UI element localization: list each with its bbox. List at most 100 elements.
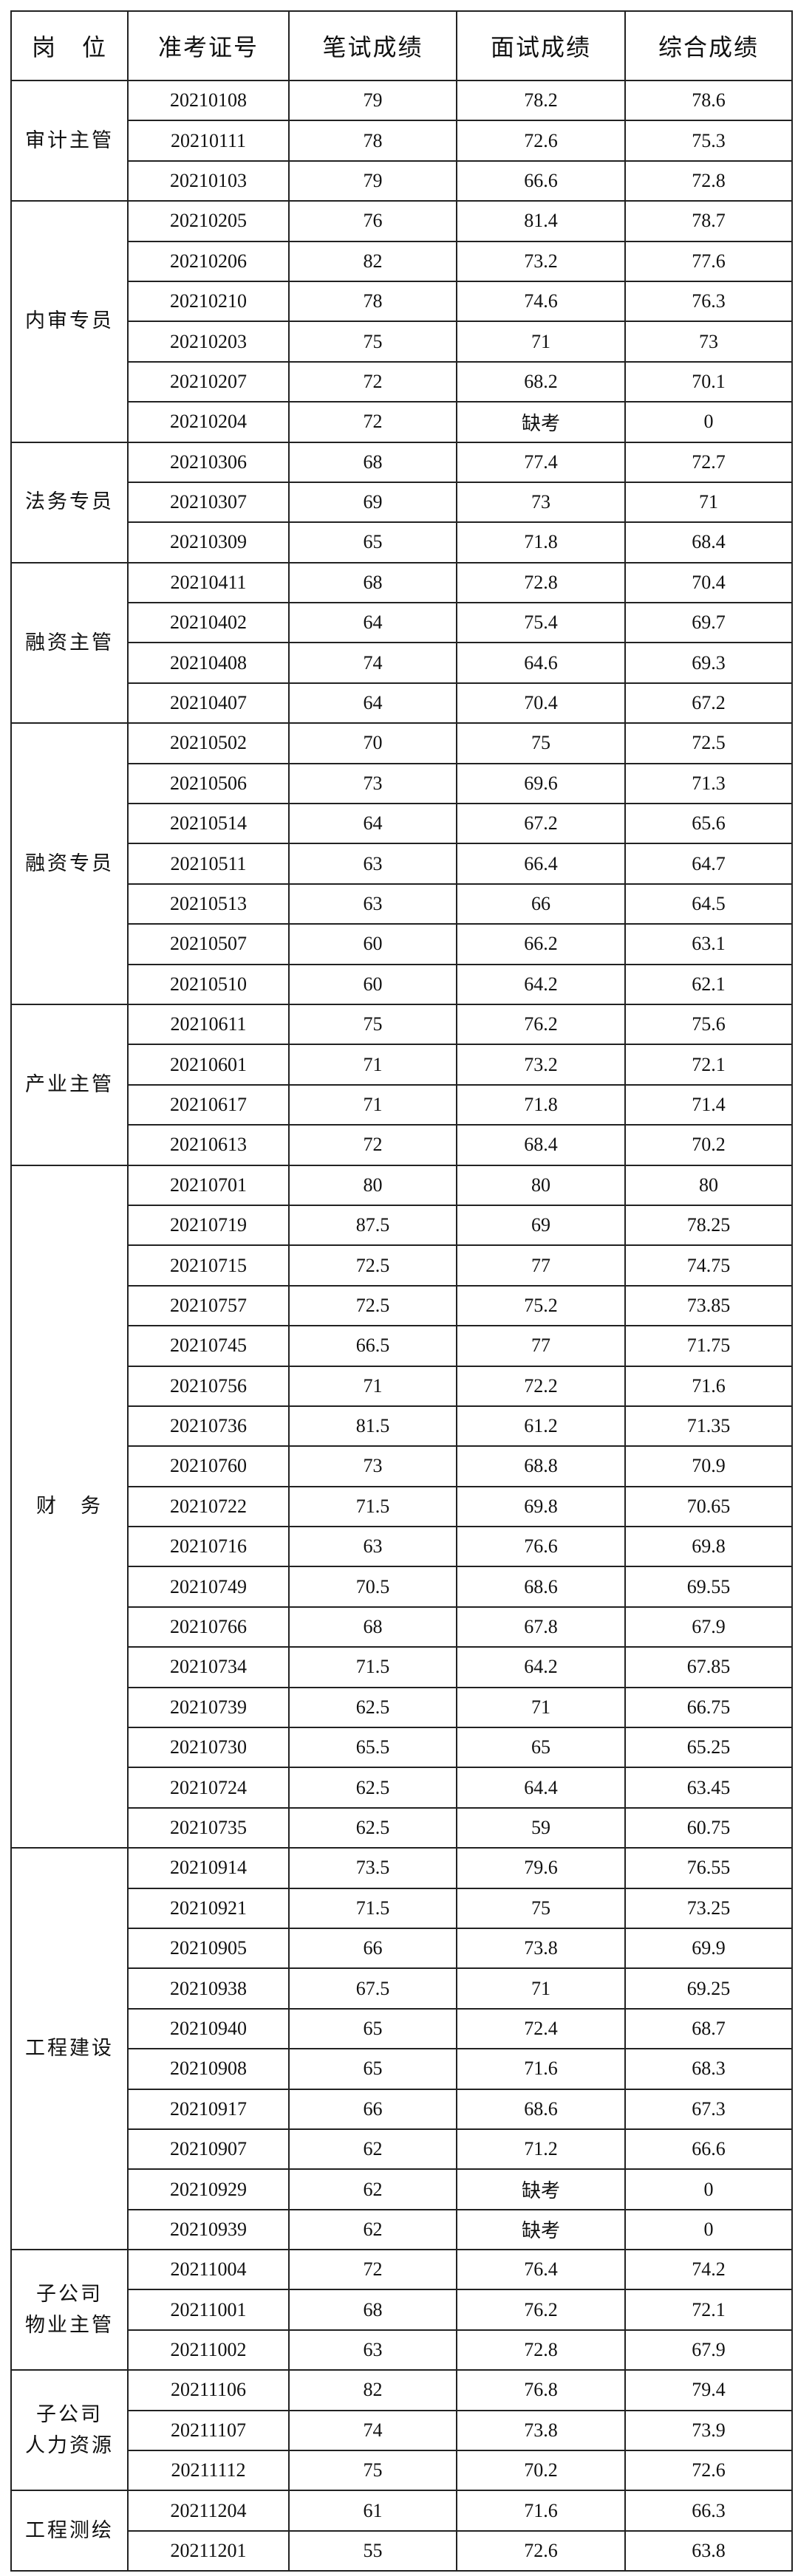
- position-cell: 子公司 人力资源: [10, 2369, 129, 2492]
- ticket-number-cell: 20211002: [127, 2329, 290, 2371]
- table-row: 20210735 62.5 59 60.75: [11, 1806, 793, 1849]
- table-row: 20210514 64 67.2 65.6: [11, 803, 793, 845]
- position-cell: 法务专员: [10, 441, 129, 564]
- total-score-cell: 63.8: [624, 2529, 793, 2572]
- interview-score-cell: 74.6: [456, 280, 626, 323]
- total-score-cell: 71.6: [624, 1365, 793, 1407]
- interview-score-cell: 76.8: [456, 2369, 626, 2411]
- total-score-cell: 70.9: [624, 1445, 793, 1487]
- written-score-cell: 75: [288, 321, 457, 363]
- written-score-cell: 70.5: [288, 1566, 457, 1608]
- ticket-number-cell: 20210760: [127, 1445, 290, 1487]
- total-score-cell: 78.7: [624, 200, 793, 242]
- total-score-cell: 77.6: [624, 240, 793, 282]
- total-score-cell: 70.2: [624, 1124, 793, 1166]
- table-row: 20210506 73 69.6 71.3: [11, 762, 793, 805]
- written-score-cell: 55: [288, 2529, 457, 2572]
- total-score-cell: 0: [624, 401, 793, 443]
- total-score-cell: 68.7: [624, 2007, 793, 2050]
- total-score-cell: 72.6: [624, 2450, 793, 2492]
- position-cell: 审计主管: [10, 79, 129, 202]
- written-score-cell: 71.5: [288, 1485, 457, 1528]
- total-score-cell: 68.3: [624, 2048, 793, 2090]
- table-row: 20210307 69 73 71: [11, 481, 793, 524]
- table-row: 20210766 68 67.8 67.9: [11, 1606, 793, 1648]
- ticket-number-cell: 20211107: [127, 2409, 290, 2452]
- written-score-cell: 72.5: [288, 1244, 457, 1287]
- table-row: 20210716 63 76.6 69.8: [11, 1526, 793, 1568]
- written-score-cell: 62.5: [288, 1806, 457, 1849]
- written-score-cell: 64: [288, 682, 457, 724]
- ticket-number-cell: 20210514: [127, 803, 290, 845]
- position-cell: 产业主管: [10, 1003, 129, 1166]
- interview-score-cell: 68.4: [456, 1124, 626, 1166]
- table-row: 20210938 67.5 71 69.25: [11, 1967, 793, 2010]
- ticket-number-cell: 20210929: [127, 2168, 290, 2210]
- table-row: 20210715 72.5 77 74.75: [11, 1244, 793, 1287]
- written-score-cell: 67.5: [288, 1967, 457, 2010]
- interview-score-cell: 76.2: [456, 2289, 626, 2331]
- ticket-number-cell: 20210736: [127, 1405, 290, 1448]
- total-score-cell: 70.4: [624, 561, 793, 604]
- ticket-number-cell: 20210756: [127, 1365, 290, 1407]
- total-score-cell: 80: [624, 1164, 793, 1206]
- table-row: 融资专员 20210502 70 75 72.5: [10, 722, 793, 1005]
- table-row: 20210940 65 72.4 68.7: [11, 2007, 793, 2050]
- written-score-cell: 78: [288, 120, 457, 162]
- position-cell: 工程建设: [10, 1847, 129, 2251]
- total-score-cell: 72.1: [624, 1044, 793, 1086]
- total-score-cell: 71.3: [624, 762, 793, 805]
- ticket-number-cell: 20210730: [127, 1727, 290, 1769]
- total-score-cell: 70.1: [624, 360, 793, 403]
- table-row: 20210601 71 73.2 72.1: [11, 1044, 793, 1086]
- total-score-cell: 67.9: [624, 2329, 793, 2371]
- ticket-number-cell: 20210407: [127, 682, 290, 724]
- written-score-cell: 74: [288, 642, 457, 684]
- table-row: 20210736 81.5 61.2 71.35: [11, 1405, 793, 1448]
- total-score-cell: 71.35: [624, 1405, 793, 1448]
- total-score-cell: 66.75: [624, 1686, 793, 1729]
- written-score-cell: 75: [288, 2450, 457, 2492]
- table-row: 20211201 55 72.6 63.8: [11, 2529, 793, 2572]
- interview-score-cell: 64.4: [456, 1767, 626, 1809]
- written-score-cell: 60: [288, 923, 457, 965]
- interview-score-cell: 71.6: [456, 2490, 626, 2532]
- ticket-number-cell: 20210739: [127, 1686, 290, 1729]
- interview-score-cell: 67.2: [456, 803, 626, 845]
- total-score-cell: 78.6: [624, 79, 793, 122]
- interview-score-cell: 76.4: [456, 2249, 626, 2291]
- table-row: 20210921 71.5 75 73.25: [11, 1887, 793, 1929]
- table-row: 子公司 物业主管 20211004 72 76.4 74.2: [10, 2249, 793, 2371]
- total-score-cell: 71.75: [624, 1325, 793, 1367]
- written-score-cell: 66.5: [288, 1325, 457, 1367]
- ticket-number-cell: 20210309: [127, 521, 290, 564]
- written-score-cell: 65: [288, 2048, 457, 2090]
- written-score-cell: 68: [288, 1606, 457, 1648]
- interview-score-cell: 68.8: [456, 1445, 626, 1487]
- ticket-number-cell: 20210938: [127, 1967, 290, 2010]
- interview-score-cell: 76.2: [456, 1003, 626, 1046]
- ticket-number-cell: 20210402: [127, 602, 290, 644]
- total-score-cell: 69.9: [624, 1927, 793, 1970]
- table-row: 20210617 71 71.8 71.4: [11, 1083, 793, 1126]
- ticket-number-cell: 20210757: [127, 1284, 290, 1327]
- interview-score-cell: 68.6: [456, 2088, 626, 2130]
- ticket-number-cell: 20210745: [127, 1325, 290, 1367]
- total-score-cell: 73.9: [624, 2409, 793, 2452]
- ticket-number-cell: 20210111: [127, 120, 290, 162]
- table-row: 20210907 62 71.2 66.6: [11, 2128, 793, 2171]
- ticket-number-cell: 20210917: [127, 2088, 290, 2130]
- position-cell: 工程测绘: [10, 2490, 129, 2572]
- ticket-number-cell: 20210306: [127, 441, 290, 483]
- ticket-number-cell: 20211201: [127, 2529, 290, 2572]
- total-score-cell: 74.2: [624, 2249, 793, 2291]
- interview-score-cell: 77.4: [456, 441, 626, 483]
- ticket-number-cell: 20210715: [127, 1244, 290, 1287]
- written-score-cell: 62: [288, 2168, 457, 2210]
- table-row: 20210939 62 缺考 0: [11, 2208, 793, 2251]
- ticket-number-cell: 20210513: [127, 883, 290, 925]
- table-row: 20210757 72.5 75.2 73.85: [11, 1284, 793, 1327]
- ticket-number-cell: 20210108: [127, 79, 290, 122]
- header-total-score: 综合成绩: [624, 10, 793, 81]
- total-score-cell: 74.75: [624, 1244, 793, 1287]
